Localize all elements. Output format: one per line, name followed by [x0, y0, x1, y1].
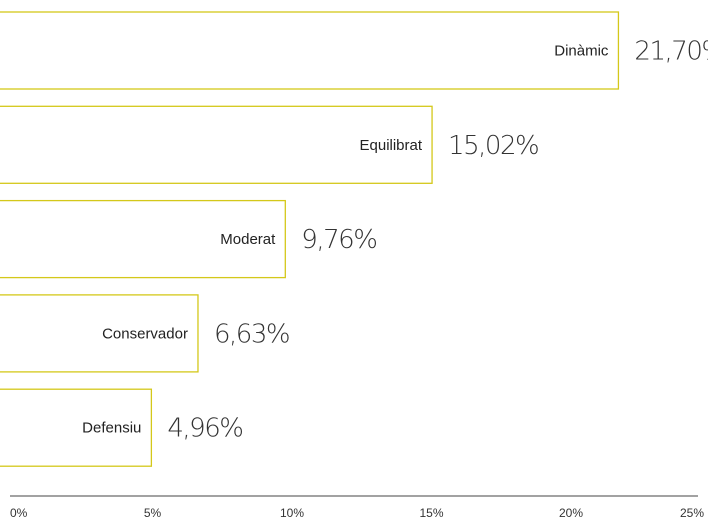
- x-tick-label-25: 25%: [680, 506, 704, 518]
- x-tick-label-20: 20%: [559, 506, 583, 518]
- value-label-equilibrat: 15,02%: [448, 131, 538, 161]
- x-tick-label-15: 15%: [419, 506, 443, 518]
- bars-layer: Dinàmic 21,70% Equilibrat 15,02% Moderat 9,76…: [0, 12, 708, 466]
- category-label-conservador: Conservador: [102, 325, 188, 342]
- value-label-dinamic: 21,70%: [634, 37, 708, 67]
- category-label-moderat: Moderat: [220, 231, 276, 248]
- value-label-conservador: 6,63%: [214, 319, 289, 349]
- category-label-equilibrat: Equilibrat: [360, 137, 423, 154]
- x-tick-label-0: 0%: [10, 506, 28, 518]
- bar-dinamic: [0, 12, 618, 89]
- value-label-defensiu: 4,96%: [167, 414, 242, 444]
- category-label-dinamic: Dinàmic: [554, 43, 609, 60]
- x-tick-label-10: 10%: [280, 506, 304, 518]
- category-label-defensiu: Defensiu: [82, 420, 141, 437]
- x-tick-label-5: 5%: [144, 506, 162, 518]
- x-axis: 0% 5% 10% 15% 20% 25%: [10, 496, 704, 518]
- value-label-moderat: 9,76%: [301, 225, 376, 255]
